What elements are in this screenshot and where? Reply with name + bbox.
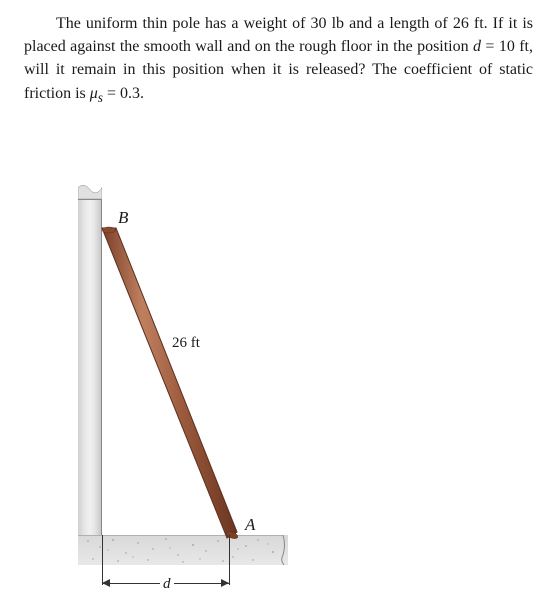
wall xyxy=(78,200,102,535)
problem-statement: The uniform thin pole has a weight of 30… xyxy=(0,0,557,107)
pole xyxy=(102,228,237,538)
problem-text-1: The uniform thin pole has a weight of 30… xyxy=(24,15,533,55)
variable-d: d xyxy=(473,38,481,55)
variable-mu: μ xyxy=(90,85,98,102)
dimension-arrow-left xyxy=(102,579,110,587)
dimension-arrow-right xyxy=(221,579,229,587)
label-pole-length: 26 ft xyxy=(172,335,200,352)
dimension-extension-left xyxy=(102,535,103,585)
label-point-a: A xyxy=(245,515,255,535)
diagram: B 26 ft A d xyxy=(40,180,300,580)
floor-texture xyxy=(78,535,288,565)
problem-text-3: = 0.3. xyxy=(103,85,144,102)
label-point-b: B xyxy=(118,208,128,228)
wall-top-break xyxy=(78,180,102,200)
dimension-extension-right xyxy=(229,535,230,585)
dimension-label-d: d xyxy=(160,576,174,593)
